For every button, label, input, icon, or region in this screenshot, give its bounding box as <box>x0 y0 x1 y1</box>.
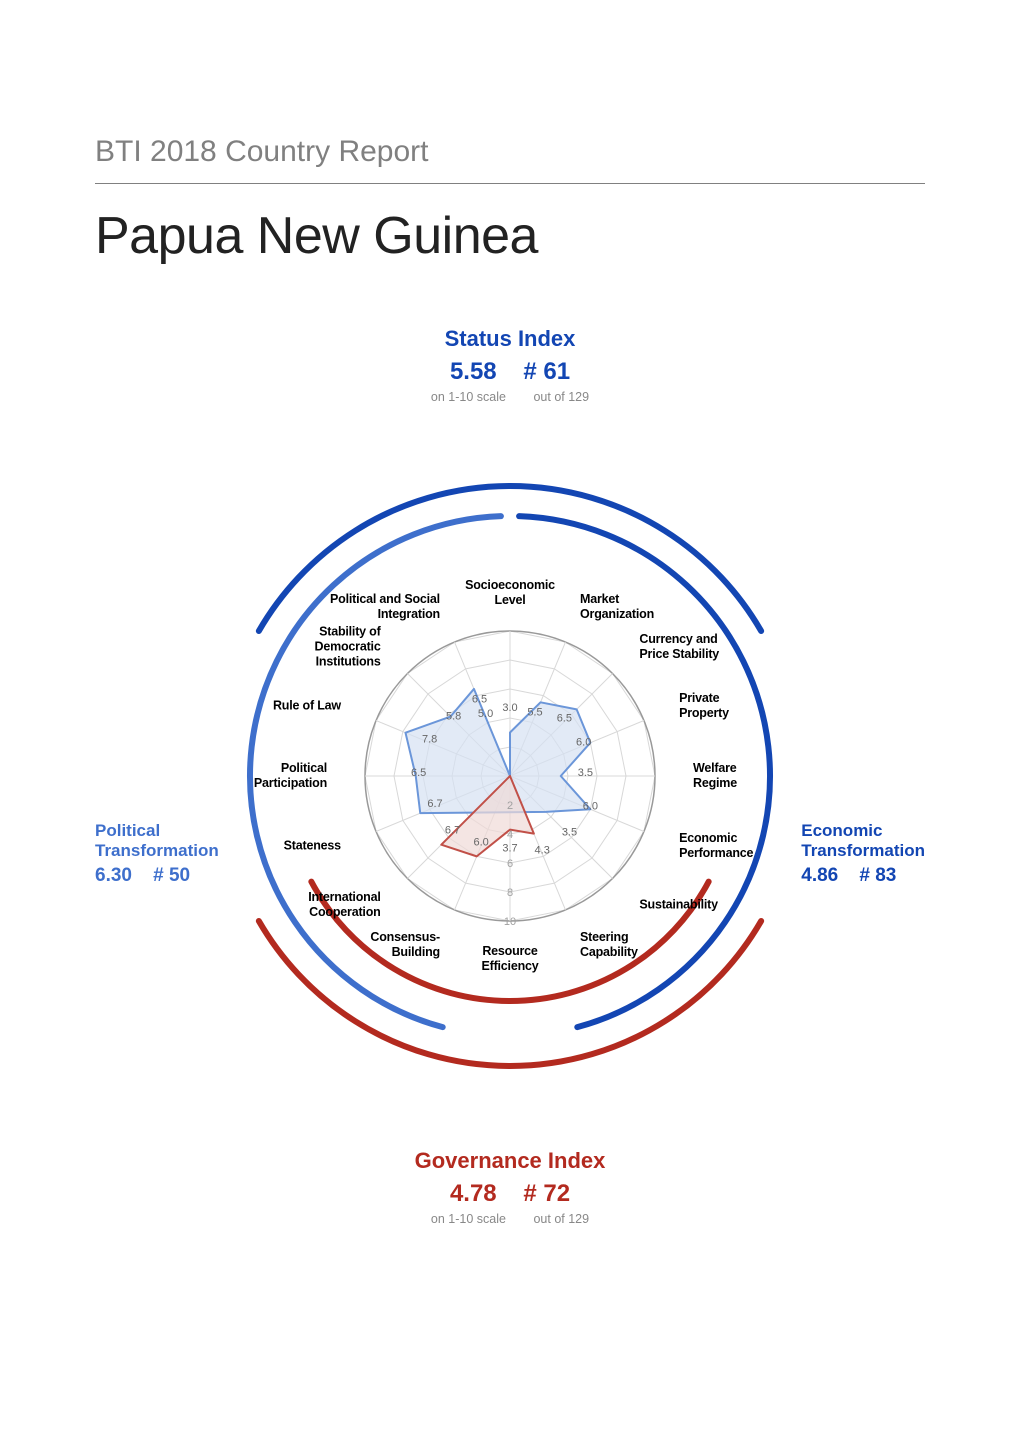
spoke-label: Political and SocialIntegration <box>330 592 440 622</box>
chart-canvas: Status Index 5.58 # 61 on 1-10 scale out… <box>95 326 925 1226</box>
spoke-label: EconomicPerformance <box>679 831 753 861</box>
svg-text:4.3: 4.3 <box>535 845 550 857</box>
spoke-label: Currency andPrice Stability <box>639 632 719 662</box>
spoke-label: PrivateProperty <box>679 691 729 721</box>
svg-text:5.5: 5.5 <box>527 707 542 719</box>
spoke-label: ResourceEfficiency <box>481 944 538 974</box>
spoke-label: InternationalCooperation <box>308 890 380 920</box>
svg-text:6.5: 6.5 <box>472 693 487 705</box>
svg-text:6.5: 6.5 <box>557 713 572 725</box>
svg-text:5.0: 5.0 <box>478 708 493 720</box>
spoke-label: Stability ofDemocraticInstitutions <box>315 624 381 669</box>
spoke-label: PoliticalParticipation <box>254 761 327 791</box>
svg-text:10: 10 <box>504 916 516 928</box>
spoke-label: SocioeconomicLevel <box>465 578 555 608</box>
svg-text:4: 4 <box>507 829 513 841</box>
spoke-label: SteeringCapability <box>580 930 638 960</box>
spoke-label: WelfareRegime <box>693 761 737 791</box>
svg-text:8: 8 <box>507 887 513 899</box>
svg-text:6.5: 6.5 <box>411 767 426 779</box>
svg-text:6.7: 6.7 <box>445 824 460 836</box>
svg-text:3.7: 3.7 <box>502 842 517 854</box>
spoke-label: Stateness <box>284 839 341 854</box>
spoke-label: Consensus-Building <box>370 930 440 960</box>
svg-text:6.7: 6.7 <box>427 798 442 810</box>
radar-chart: 2 4 6 8 10 3.0 5.5 6.5 6.0 3.5 6.0 3.5 4.3 3.7 6.0 6.7 6… <box>95 326 925 1226</box>
svg-text:3.0: 3.0 <box>502 702 517 714</box>
svg-text:7.8: 7.8 <box>422 734 437 746</box>
spoke-label: Rule of Law <box>273 698 341 713</box>
svg-text:6.0: 6.0 <box>576 736 591 748</box>
country-title: Papua New Guinea <box>95 206 925 266</box>
svg-text:6.0: 6.0 <box>583 800 598 812</box>
svg-text:3.5: 3.5 <box>562 826 577 838</box>
spoke-label: MarketOrganization <box>580 592 654 622</box>
svg-text:6.0: 6.0 <box>473 837 488 849</box>
svg-text:5.8: 5.8 <box>446 711 461 723</box>
spoke-label: Sustainability <box>639 898 717 913</box>
svg-text:6: 6 <box>507 858 513 870</box>
svg-text:3.5: 3.5 <box>578 767 593 779</box>
svg-text:2: 2 <box>507 800 513 812</box>
report-subtitle: BTI 2018 Country Report <box>95 135 925 184</box>
